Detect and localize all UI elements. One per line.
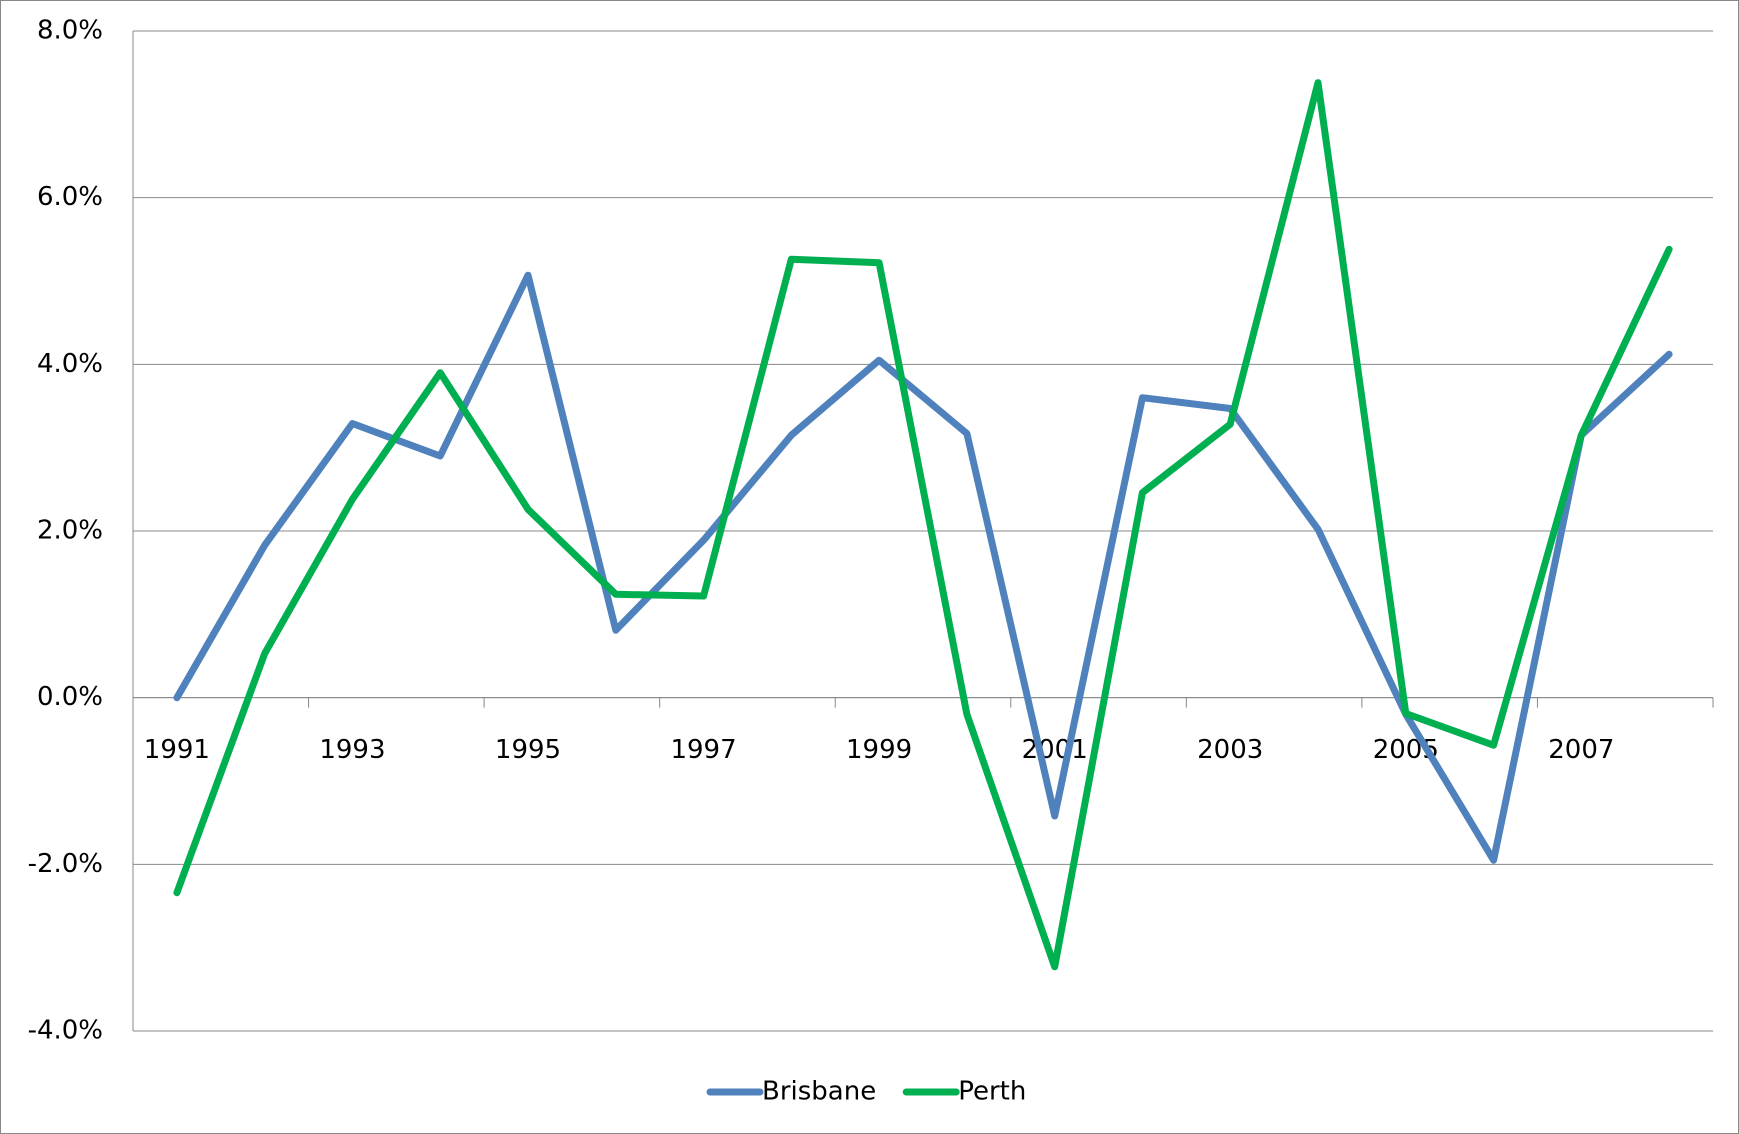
legend-label: Brisbane [762,1077,876,1107]
legend-label: Perth [958,1077,1026,1107]
x-tick-label: 2001 [1022,735,1088,765]
y-tick-label: 2.0% [37,516,103,546]
y-tick-label: -2.0% [28,849,103,879]
y-tick-label: -4.0% [28,1016,103,1046]
y-tick-label: 6.0% [37,182,103,212]
x-tick-label: 1991 [144,735,210,765]
y-tick-label: 0.0% [37,682,103,712]
x-tick-label: 1999 [846,735,912,765]
x-tick-label: 1997 [670,735,736,765]
y-tick-label: 4.0% [37,349,103,379]
x-tick-label: 1993 [319,735,385,765]
x-tick-label: 1995 [495,735,561,765]
x-tick-label: 2003 [1197,735,1263,765]
y-tick-label: 8.0% [37,16,103,46]
series-line [173,79,1673,971]
x-tick-label: 2007 [1548,735,1614,765]
series-line [173,271,1673,864]
